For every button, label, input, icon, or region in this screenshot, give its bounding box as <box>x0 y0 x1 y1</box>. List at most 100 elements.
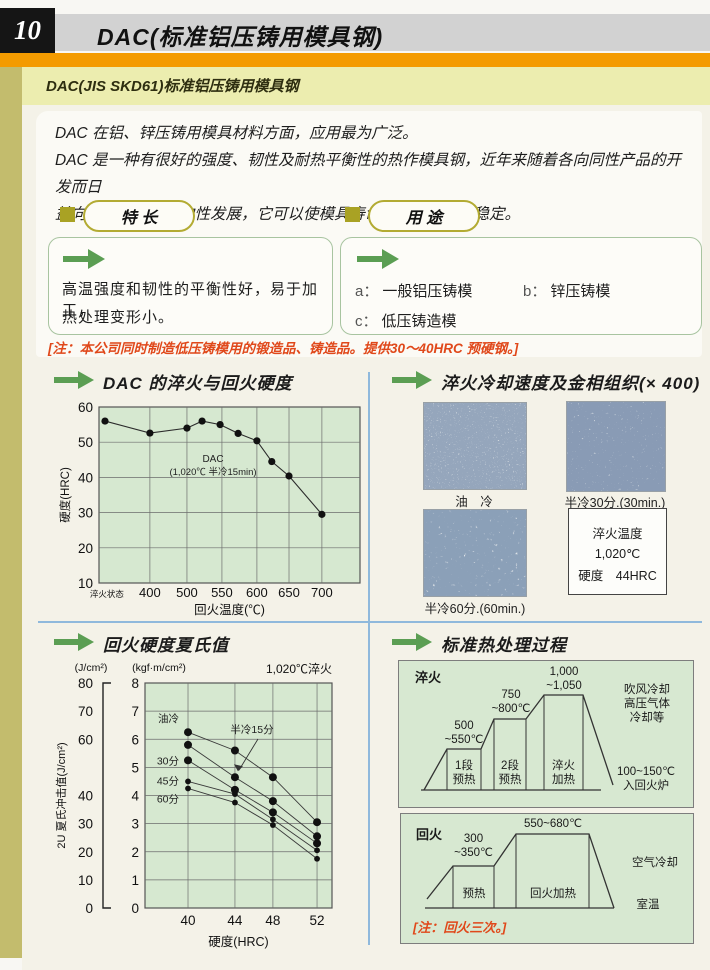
use-item-text: 锌压铸模 <box>550 283 611 300</box>
svg-text:400: 400 <box>139 585 161 600</box>
stage3-name: 淬火 加热 <box>544 759 583 787</box>
svg-text:6: 6 <box>131 732 139 747</box>
svg-text:回火温度(℃): 回火温度(℃) <box>194 602 265 617</box>
micrograph-caption: 半冷30分.(30min.) <box>564 496 666 510</box>
arrow-icon <box>54 371 94 389</box>
features-text-line: 热处理变形小。 <box>62 309 175 326</box>
page-title: DAC(标准铝压铸用模具钢) <box>97 24 384 50</box>
svg-text:4: 4 <box>131 789 139 804</box>
use-item-c: c： 低压铸造模 <box>355 310 457 331</box>
svg-text:1: 1 <box>131 873 139 888</box>
temper-stage2-temp: 550~680℃ <box>523 818 582 830</box>
use-item-a: a： 一般铝压铸模 <box>355 280 472 301</box>
temper-stage2-name: 回火加热 <box>530 888 576 900</box>
arrow-icon <box>357 249 399 269</box>
exit-line: 100~150℃ <box>616 766 675 778</box>
uses-box: a： 一般铝压铸模 b： 锌压铸模 c： 低压铸造模 <box>340 237 702 335</box>
intro-line: DAC 在铝、锌压铸用模具材料方面，应用最为广泛。 <box>55 125 418 142</box>
quench-profile <box>421 694 614 791</box>
temper-profile <box>425 833 615 909</box>
info-line: 淬火温度 <box>592 527 643 541</box>
use-item-text: 低压铸造模 <box>381 313 457 330</box>
horizontal-divider <box>38 621 702 623</box>
quench-label: 淬火 <box>415 670 442 685</box>
orange-stripe <box>0 53 710 67</box>
svg-text:(1,020℃ 半冷15min): (1,020℃ 半冷15min) <box>169 466 256 478</box>
svg-text:20: 20 <box>78 845 93 860</box>
stage2-temp: 750 ~800℃ <box>481 688 541 716</box>
svg-text:50: 50 <box>78 435 93 450</box>
svg-text:半冷15分: 半冷15分 <box>230 723 274 736</box>
features-label-pill: 特 长 <box>83 200 195 232</box>
svg-text:3: 3 <box>131 817 139 832</box>
stage-line: 加热 <box>552 774 575 786</box>
arrow-icon <box>63 249 105 269</box>
features-box: 高温强度和韧性的平衡性好，易于加工， 热处理变形小。 <box>48 237 333 335</box>
stage-line: 2段 <box>501 760 519 772</box>
quench-process-diagram: 淬火 500 ~550℃ 750 ~800℃ 1,000 ~1,050 1段 预… <box>398 660 694 808</box>
features-label: 特 长 <box>120 210 158 227</box>
temper-stage1-temp: 300 ~350℃ <box>446 832 501 860</box>
svg-text:700: 700 <box>311 585 333 600</box>
svg-text:600: 600 <box>246 585 268 600</box>
svg-text:500: 500 <box>176 585 198 600</box>
svg-text:(J/cm²): (J/cm²) <box>75 662 108 674</box>
svg-text:0: 0 <box>85 901 93 916</box>
svg-text:油冷: 油冷 <box>158 712 179 725</box>
temp-line: ~800℃ <box>491 703 531 715</box>
arrow-icon <box>392 633 432 651</box>
temp-line: 500 <box>454 720 474 732</box>
svg-text:550: 550 <box>211 585 233 600</box>
micrograph-halfcool-30min <box>566 401 666 492</box>
svg-text:20: 20 <box>78 541 93 556</box>
svg-text:40: 40 <box>180 913 195 928</box>
temper-hardness-chart: 10 20 30 40 50 60 淬火状态 400 500 550 600 650 700 回火温度(℃… <box>58 400 361 617</box>
stage-line: 预热 <box>452 774 476 786</box>
page-number-box: 10 <box>0 8 55 53</box>
temper-note: [注：回火三次。] <box>413 920 507 935</box>
temp-line: 300 <box>463 833 484 845</box>
svg-text:60: 60 <box>78 732 93 747</box>
title-bar: DAC(标准铝压铸用模具钢) <box>42 14 710 51</box>
cool-line: 吹风冷却 <box>624 684 670 696</box>
cooling-method: 吹风冷却 高压气体 冷却等 <box>607 683 687 725</box>
micrograph-halfcool-60min <box>423 509 527 597</box>
temper-cooling: 空气冷却 <box>632 857 678 869</box>
use-item-key: c： <box>355 313 378 330</box>
use-item-key: b： <box>523 283 547 300</box>
exit-condition: 100~150℃ 入回火炉 <box>603 765 689 793</box>
stage-line: 淬火 <box>552 760 575 772</box>
section-title-microstructure: 淬火冷却速度及金相组织(× 400) <box>441 374 701 393</box>
svg-text:30: 30 <box>78 506 93 521</box>
use-item-b: b： 锌压铸模 <box>523 280 610 301</box>
temp-line: 750 <box>501 689 521 701</box>
uses-label-pill: 用 途 <box>368 200 480 232</box>
micrograph-caption: 半冷60分.(60min.) <box>424 602 526 616</box>
svg-text:硬度(HRC): 硬度(HRC) <box>208 934 268 949</box>
uses-label: 用 途 <box>405 210 443 227</box>
svg-text:2U 夏氏冲击值(J/cm²): 2U 夏氏冲击值(J/cm²) <box>55 742 68 848</box>
temper-exit: 室温 <box>636 899 660 911</box>
features-bullet <box>60 207 75 222</box>
svg-text:52: 52 <box>310 913 325 928</box>
use-item-text: 一般铝压铸模 <box>382 283 473 300</box>
svg-text:70: 70 <box>78 704 93 719</box>
page-subtitle: DAC(JIS SKD61)标准铝压铸用模具钢 <box>46 78 299 95</box>
arrow-icon <box>392 371 432 389</box>
svg-text:硬度(HRC): 硬度(HRC) <box>58 467 72 523</box>
stage2-name: 2段 预热 <box>494 759 526 787</box>
svg-text:0: 0 <box>131 901 139 916</box>
svg-text:40: 40 <box>78 789 93 804</box>
stage3-temp: 1,000 ~1,050 <box>532 665 596 693</box>
svg-text:8: 8 <box>131 676 139 691</box>
svg-text:10: 10 <box>78 576 93 591</box>
temper-process-diagram: 回火 300 ~350℃ 550~680℃ 预热 回火加热 空气冷却 室温 [注… <box>400 813 694 944</box>
micrograph-oil-cooled <box>423 402 527 490</box>
section-title-charpy: 回火硬度夏氏值 <box>103 636 229 655</box>
svg-text:45分: 45分 <box>157 775 180 787</box>
temp-line: ~350℃ <box>454 847 493 859</box>
subtitle-band: DAC(JIS SKD61)标准铝压铸用模具钢 <box>22 67 710 105</box>
svg-text:(kgf·m/cm²): (kgf·m/cm²) <box>132 662 186 674</box>
